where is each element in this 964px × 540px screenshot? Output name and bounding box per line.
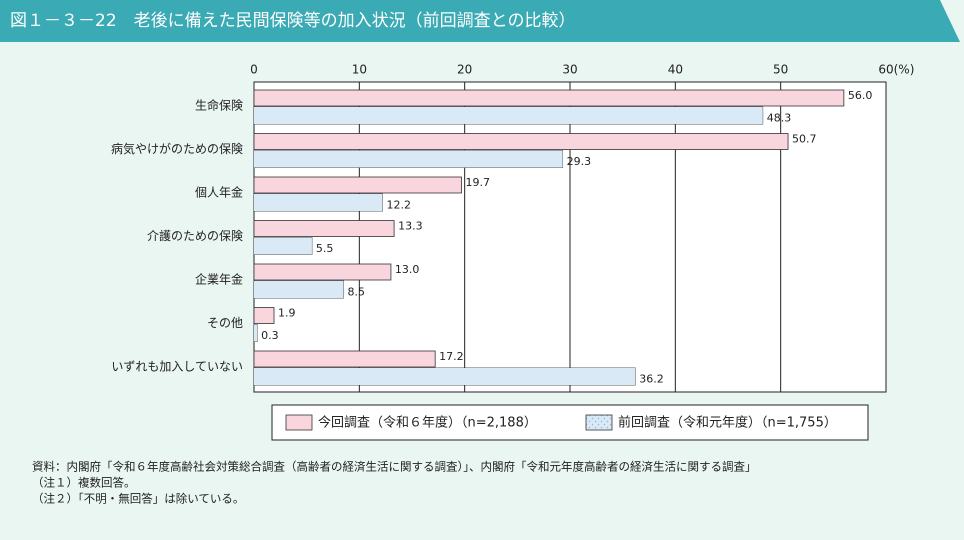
bar-fill xyxy=(254,194,383,211)
value-label: 17.2 xyxy=(439,350,464,363)
value-label: 1.9 xyxy=(278,307,296,320)
bar-fill xyxy=(254,107,763,124)
x-tick-label: 20 xyxy=(457,63,472,77)
bar xyxy=(253,263,392,281)
x-tick-label: 30 xyxy=(562,63,577,77)
bar-fill xyxy=(254,368,636,385)
legend-label: 前回調査（令和元年度）（n=1,755） xyxy=(618,415,837,431)
chart-title: 図１－３－22 老後に備えた民間保険等の加入状況（前回調査との比較） xyxy=(10,11,575,31)
bar-fill xyxy=(254,150,563,168)
bar-fill xyxy=(254,324,258,342)
legend-label: 今回調査（令和６年度）（n=2,188） xyxy=(318,415,537,431)
footnote: （注１）複数回答。 xyxy=(32,476,136,490)
value-label: 48.3 xyxy=(767,112,792,125)
y-tick-label: 介護のための保険 xyxy=(147,228,243,243)
x-tick-label: 40 xyxy=(668,63,683,77)
y-tick-label: 病気やけがのための保険 xyxy=(111,141,243,156)
footnote: （注２）「不明・無回答」は除いている。 xyxy=(32,492,244,506)
value-label: 5.5 xyxy=(316,242,334,255)
legend xyxy=(271,404,869,441)
value-label: 0.3 xyxy=(261,329,279,342)
y-tick-label: 企業年金 xyxy=(195,272,243,287)
x-tick-label: 60 xyxy=(878,63,893,77)
x-tick-label: 10 xyxy=(352,63,367,77)
bar xyxy=(253,307,275,324)
title-banner xyxy=(0,0,960,42)
x-axis-label: (%) xyxy=(894,63,915,77)
bar xyxy=(253,350,436,368)
value-label: 12.2 xyxy=(387,199,412,212)
value-label: 13.0 xyxy=(395,263,420,276)
x-tick-label: 50 xyxy=(773,63,788,77)
legend-swatch xyxy=(585,414,613,431)
y-tick-label: いずれも加入していない xyxy=(111,360,243,374)
footnote: 資料：内閣府「令和６年度高齢社会対策総合調査（高齢者の経済生活に関する調査）」、… xyxy=(32,460,757,474)
value-label: 19.7 xyxy=(466,176,491,189)
value-label: 50.7 xyxy=(792,133,817,146)
legend-swatch xyxy=(285,414,313,431)
y-tick-label: その他 xyxy=(207,316,243,330)
bar-fill xyxy=(254,237,312,255)
value-label: 13.3 xyxy=(398,220,423,233)
bar-fill xyxy=(254,281,344,298)
bar xyxy=(253,176,462,194)
value-label: 56.0 xyxy=(848,89,873,102)
y-tick-label: 個人年金 xyxy=(195,185,243,200)
x-tick-label: 0 xyxy=(250,63,258,77)
value-label: 36.2 xyxy=(639,373,664,386)
y-tick-label: 生命保険 xyxy=(195,98,243,113)
bar xyxy=(253,133,789,150)
value-label: 8.5 xyxy=(348,286,366,299)
value-label: 29.3 xyxy=(567,155,592,168)
bar xyxy=(253,220,395,237)
bar xyxy=(253,89,845,107)
